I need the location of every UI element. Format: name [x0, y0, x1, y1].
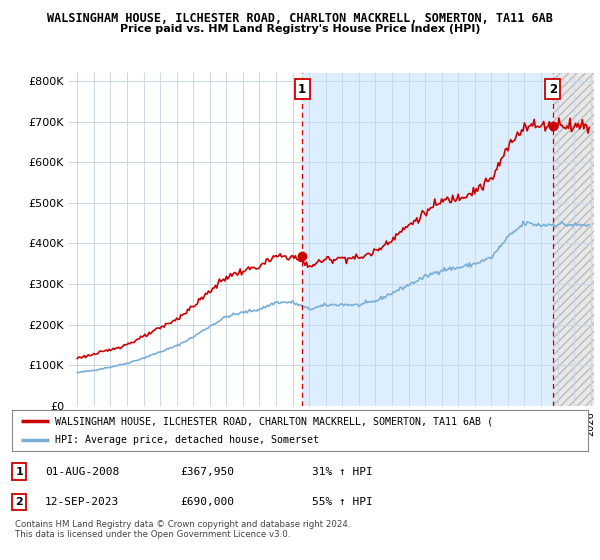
- Text: This data is licensed under the Open Government Licence v3.0.: This data is licensed under the Open Gov…: [15, 530, 290, 539]
- Bar: [553, 73, 600, 406]
- Text: £367,950: £367,950: [180, 466, 234, 477]
- Text: 12-SEP-2023: 12-SEP-2023: [45, 497, 119, 507]
- Text: HPI: Average price, detached house, Somerset: HPI: Average price, detached house, Some…: [55, 435, 319, 445]
- Text: 1: 1: [16, 466, 23, 477]
- Text: Price paid vs. HM Land Registry's House Price Index (HPI): Price paid vs. HM Land Registry's House …: [120, 24, 480, 34]
- Text: 2: 2: [16, 497, 23, 507]
- Text: 2: 2: [548, 82, 557, 96]
- Text: 31% ↑ HPI: 31% ↑ HPI: [312, 466, 373, 477]
- Text: WALSINGHAM HOUSE, ILCHESTER ROAD, CHARLTON MACKRELL, SOMERTON, TA11 6AB: WALSINGHAM HOUSE, ILCHESTER ROAD, CHARLT…: [47, 12, 553, 25]
- Text: Contains HM Land Registry data © Crown copyright and database right 2024.: Contains HM Land Registry data © Crown c…: [15, 520, 350, 529]
- Bar: [553, 73, 600, 406]
- Text: 55% ↑ HPI: 55% ↑ HPI: [312, 497, 373, 507]
- Text: 01-AUG-2008: 01-AUG-2008: [45, 466, 119, 477]
- Text: WALSINGHAM HOUSE, ILCHESTER ROAD, CHARLTON MACKRELL, SOMERTON, TA11 6AB (: WALSINGHAM HOUSE, ILCHESTER ROAD, CHARLT…: [55, 417, 493, 426]
- Bar: [302, 73, 553, 406]
- Text: £690,000: £690,000: [180, 497, 234, 507]
- Text: 1: 1: [298, 82, 306, 96]
